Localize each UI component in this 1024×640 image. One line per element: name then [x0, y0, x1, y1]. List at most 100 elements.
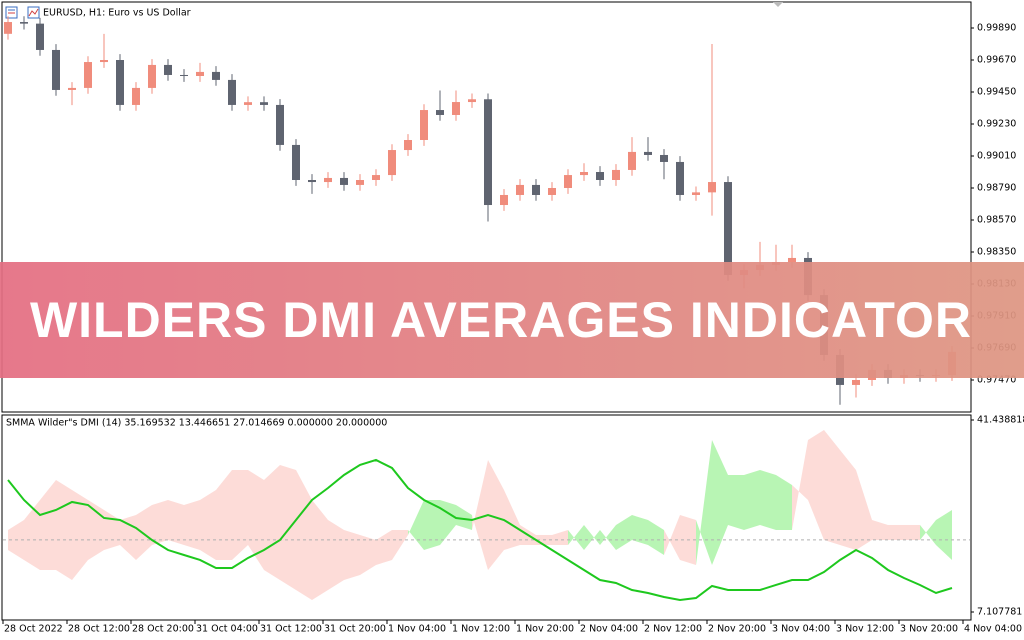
- candle-body: [260, 102, 268, 105]
- y-tick-label: 0.99670: [977, 55, 1016, 66]
- y-tick-label: 0.98570: [977, 215, 1016, 226]
- candle-body: [708, 182, 716, 193]
- x-tick-label: 31 Oct 04:00: [196, 624, 258, 635]
- candle-body: [340, 177, 348, 185]
- di-band: [248, 469, 264, 570]
- di-band: [280, 465, 296, 591]
- x-tick-label: 2 Nov 12:00: [644, 624, 702, 635]
- di-band: [456, 505, 472, 530]
- di-band: [760, 469, 776, 530]
- di-band: [632, 515, 648, 545]
- di-band: [488, 459, 504, 570]
- di-band: [392, 529, 408, 560]
- di-band: [904, 524, 920, 541]
- x-tick-label: 3 Nov 20:00: [900, 624, 958, 635]
- candle-body: [580, 172, 588, 176]
- di-band: [264, 465, 280, 580]
- di-band: [712, 440, 728, 566]
- x-tick-label: 2 Nov 04:00: [580, 624, 638, 635]
- candle-body: [196, 71, 204, 76]
- adx-line: [7, 458, 953, 601]
- di-band: [104, 509, 120, 551]
- indicator-frame: [1, 414, 972, 621]
- candle-body: [84, 62, 92, 88]
- di-band: [328, 519, 344, 591]
- di-band: [296, 469, 312, 600]
- candle-body: [20, 22, 28, 24]
- di-band: [24, 499, 40, 570]
- di-band: [584, 524, 600, 551]
- price-frame: [1, 1, 972, 413]
- di-band: [152, 499, 168, 545]
- candle-body: [228, 79, 236, 105]
- di-band: [184, 499, 200, 551]
- di-band: [360, 534, 376, 576]
- di-band: [504, 490, 520, 551]
- di-band: [440, 499, 456, 545]
- candle-body: [660, 154, 668, 162]
- di-band: [792, 440, 808, 530]
- di-band: [888, 524, 904, 541]
- icon-line: [28, 8, 39, 17]
- di-band: [472, 459, 488, 570]
- candle-body: [564, 175, 572, 188]
- banner-text: WILDERS DMI AVERAGES INDICATOR: [29, 292, 972, 348]
- di-band: [232, 469, 248, 560]
- candle-body: [500, 194, 508, 206]
- di-band: [168, 499, 184, 545]
- candle-body: [52, 49, 60, 90]
- y-tick-label: 0.99010: [977, 151, 1016, 162]
- di-band: [408, 499, 424, 551]
- x-tick-label: 28 Oct 20:00: [132, 624, 194, 635]
- candle-body: [356, 180, 364, 185]
- candle-body: [276, 104, 284, 145]
- candle-body: [4, 22, 12, 34]
- candle-body: [788, 257, 796, 263]
- candle-body: [292, 144, 300, 180]
- y-tick-label: 41.438818: [977, 414, 1024, 425]
- di-band: [40, 480, 56, 570]
- candle-body: [36, 23, 44, 50]
- di-band: [56, 480, 72, 580]
- di-band: [856, 469, 872, 551]
- chart-icons: [5, 6, 40, 19]
- candle-body: [100, 60, 108, 63]
- x-tick-label: 31 Oct 20:00: [324, 624, 386, 635]
- candle-body: [628, 151, 636, 170]
- candle-body: [372, 175, 380, 180]
- y-tick-label: 7.107781: [977, 606, 1022, 617]
- y-tick-label: 0.98350: [977, 247, 1016, 258]
- candle-body: [308, 180, 316, 183]
- candle-body: [388, 150, 396, 176]
- candle-body: [484, 99, 492, 206]
- di-band: [664, 515, 680, 560]
- di-band: [312, 499, 328, 600]
- candle-body: [148, 64, 156, 88]
- candle-body: [180, 74, 188, 76]
- di-band: [88, 499, 104, 560]
- y-tick-label: 0.99450: [977, 87, 1016, 98]
- di-band: [808, 430, 824, 541]
- x-tick-label: 1 Nov 04:00: [388, 624, 446, 635]
- banner: WILDERS DMI AVERAGES INDICATOR: [0, 262, 1024, 378]
- di-band: [568, 524, 584, 551]
- x-tick-label: 2 Nov 20:00: [708, 624, 766, 635]
- di-band: [840, 450, 856, 551]
- chart-title: EURUSD, H1: Euro vs US Dollar: [43, 8, 191, 19]
- di-band: [648, 519, 664, 555]
- x-tick-label: 28 Oct 2022: [4, 624, 63, 635]
- candle-body: [68, 87, 76, 90]
- candle-body: [692, 192, 700, 195]
- candle-body: [676, 161, 684, 195]
- candle-body: [452, 102, 460, 115]
- y-tick-label: 0.97470: [977, 375, 1016, 386]
- di-band: [200, 490, 216, 560]
- candle-body: [212, 71, 220, 80]
- candle-body: [420, 110, 428, 140]
- candle-body: [244, 102, 252, 105]
- candle-body: [164, 64, 172, 75]
- di-band: [696, 440, 712, 566]
- di-band: [872, 519, 888, 541]
